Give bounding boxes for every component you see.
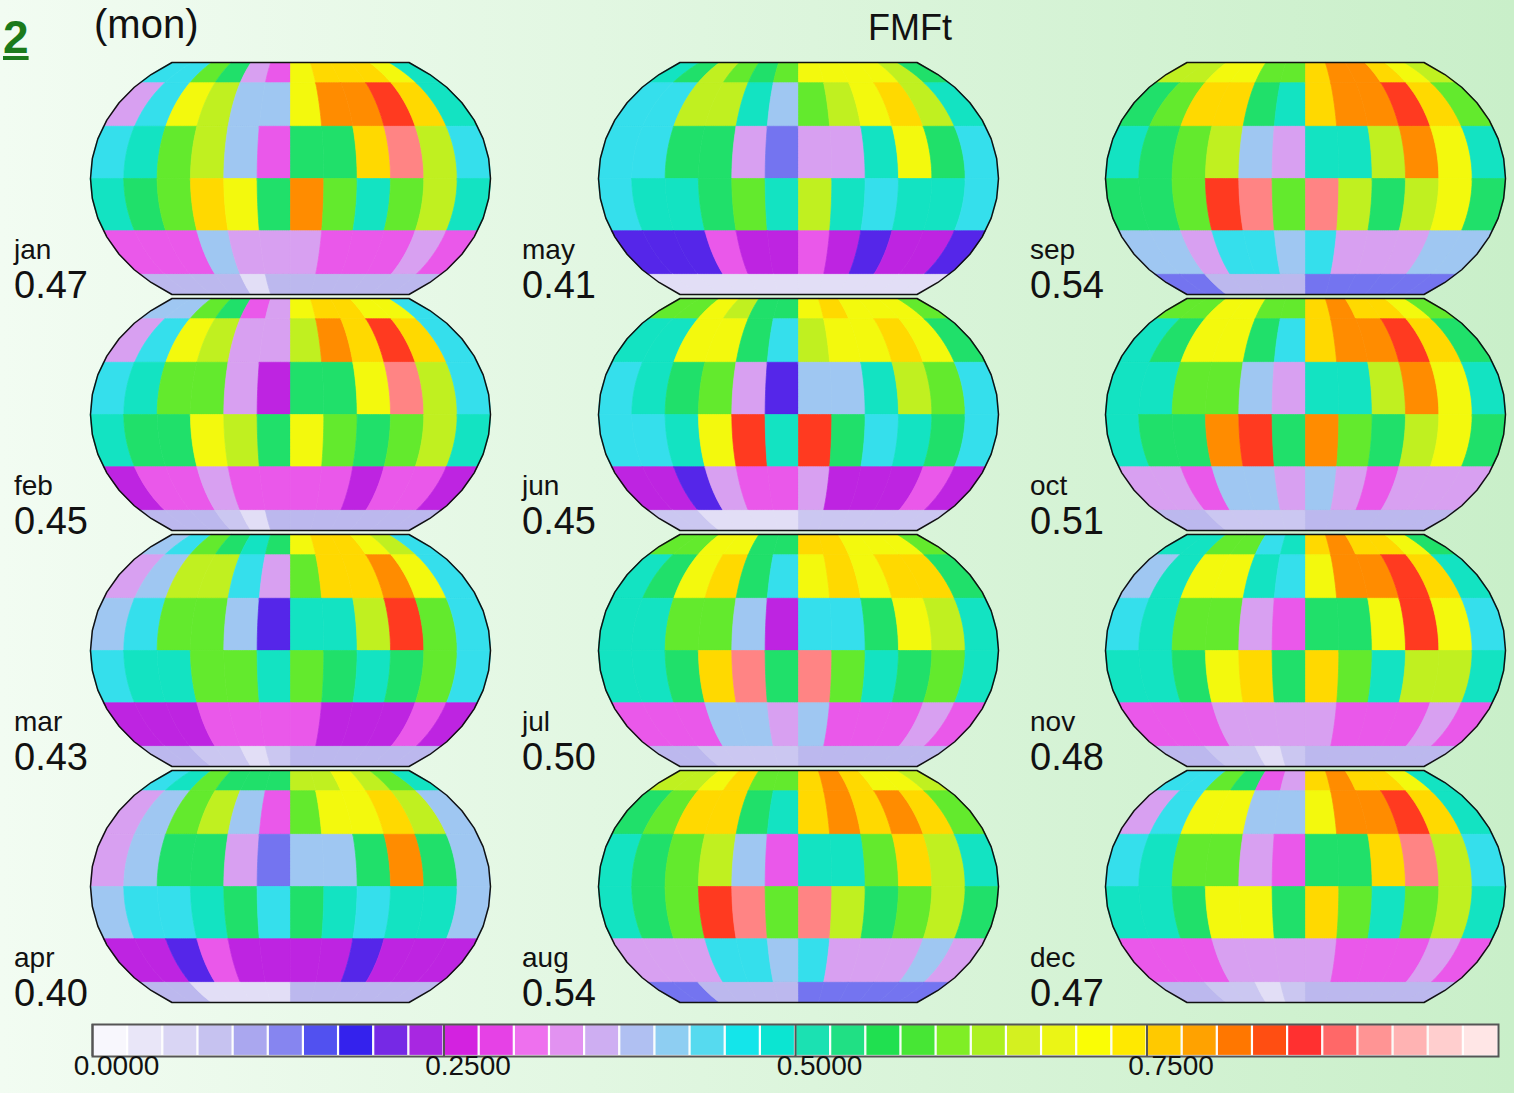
html-text:0.45: 0.45: [14, 500, 88, 542]
html-text:0.47: 0.47: [14, 264, 88, 306]
html-text:mar: mar: [14, 706, 63, 737]
svg-text:0.5000: 0.5000: [777, 1050, 863, 1081]
html-text:feb: feb: [14, 470, 53, 501]
html-text:oct: oct: [1030, 470, 1068, 501]
html-text:aug: aug: [522, 942, 569, 973]
html-text:0.47: 0.47: [1030, 972, 1104, 1014]
html-text:jan: jan: [14, 234, 52, 265]
html-text:0.50: 0.50: [522, 736, 596, 778]
html-text:jul: jul: [522, 706, 550, 737]
html-text:sep: sep: [1030, 234, 1076, 265]
html-text:(mon): (mon): [94, 2, 199, 46]
html-text:0.43: 0.43: [14, 736, 88, 778]
html-text:0.41: 0.41: [522, 264, 596, 306]
html-text:FMFt: FMFt: [868, 7, 952, 48]
svg-text:0.7500: 0.7500: [1128, 1050, 1214, 1081]
svg-text:0.2500: 0.2500: [425, 1050, 511, 1081]
html-text:jun: jun: [522, 470, 560, 501]
html-text:0.54: 0.54: [522, 972, 596, 1014]
html-text:nov: nov: [1030, 706, 1076, 737]
html-text:apr: apr: [14, 942, 55, 973]
html-text:may: may: [522, 234, 575, 265]
html-text:dec: dec: [1030, 942, 1076, 973]
html-text:0.40: 0.40: [14, 972, 88, 1014]
html-text:0.54: 0.54: [1030, 264, 1104, 306]
svg-text:0.0000: 0.0000: [74, 1050, 160, 1081]
html-text:0.48: 0.48: [1030, 736, 1104, 778]
html-text:0.45: 0.45: [522, 500, 596, 542]
html-text:2: 2: [3, 11, 29, 63]
html-text:0.51: 0.51: [1030, 500, 1104, 542]
